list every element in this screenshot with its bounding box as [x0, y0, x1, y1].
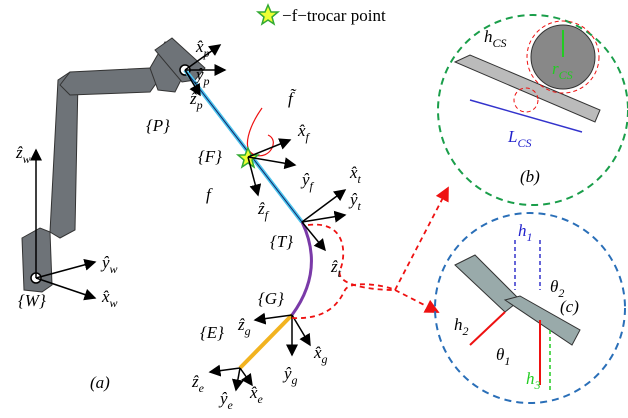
label: h2: [454, 315, 469, 338]
label: ŷw: [100, 253, 118, 276]
label: x̂f: [297, 121, 311, 144]
label: h3: [526, 369, 541, 392]
shaft-core: [185, 70, 302, 222]
label: x̂g: [313, 343, 328, 366]
label-sub: 1: [527, 230, 533, 244]
label: ẑf: [257, 199, 270, 222]
connector: [292, 188, 448, 318]
label-base: (b): [520, 167, 540, 186]
label-sub: 3: [534, 378, 541, 392]
label: {P}: [146, 116, 170, 135]
label: {F}: [198, 147, 222, 166]
label-sub: w: [110, 296, 118, 310]
label-sub: w: [23, 152, 31, 166]
label: x̂t: [349, 163, 362, 186]
label-base: h: [526, 369, 535, 388]
label: h1: [518, 221, 533, 244]
label: (a): [90, 373, 110, 392]
label-sub: CS: [559, 68, 573, 82]
label-base: θ: [496, 345, 504, 364]
label-sub: f: [265, 208, 270, 222]
label: {E}: [200, 323, 224, 342]
label-base: {F}: [198, 147, 222, 166]
label-sub: 1: [504, 354, 510, 368]
label: ẑe: [191, 372, 205, 395]
label-sub: e: [228, 398, 234, 412]
label-base: {E}: [200, 323, 224, 342]
label-sub: t: [358, 199, 362, 213]
label-base: f̃: [288, 89, 297, 108]
label: {T}: [270, 232, 293, 251]
label-sub: e: [258, 392, 264, 406]
label-base: {G}: [258, 289, 284, 308]
label-base: ŷ: [348, 190, 358, 209]
label-base: ŷ: [194, 65, 204, 84]
label-sub: f: [306, 130, 311, 144]
label-base: ŷ: [300, 170, 310, 189]
label-sub: g: [245, 324, 251, 338]
label-sub: p: [203, 74, 210, 88]
label: hCS: [484, 27, 507, 50]
label: x̂w: [101, 287, 118, 310]
label-sub: CS: [517, 136, 531, 150]
label-base: θ: [550, 277, 558, 296]
figure: −f−trocar point: [0, 0, 628, 418]
label-sub: 2: [558, 286, 564, 300]
label-base: L: [507, 127, 517, 146]
label: x̂e: [249, 383, 264, 406]
label: x̂p: [195, 37, 210, 60]
legend-star: [258, 5, 278, 24]
label: f: [206, 185, 213, 204]
label: LCS: [507, 127, 531, 150]
label: f̃: [288, 89, 297, 108]
label: ŷt: [348, 190, 362, 213]
label: θ1: [496, 345, 510, 368]
label: ŷf: [300, 170, 315, 193]
label-base: (a): [90, 373, 110, 392]
label: ẑw: [15, 143, 31, 166]
label-base: ŷ: [100, 253, 110, 272]
label: ẑt: [330, 257, 342, 280]
label-base: {P}: [146, 116, 170, 135]
label-sub: f: [310, 179, 315, 193]
end-effector: [240, 315, 292, 368]
label-sub: p: [196, 98, 203, 112]
label-base: h: [518, 221, 527, 240]
label: {G}: [258, 289, 284, 308]
label: ŷe: [218, 389, 234, 412]
bending-section: [292, 222, 311, 315]
label-sub: p: [203, 46, 210, 60]
label-base: h: [484, 27, 493, 46]
label-sub: e: [199, 381, 205, 395]
label-base: h: [454, 315, 463, 334]
label-base: {W}: [18, 291, 46, 310]
label-base: ŷ: [218, 389, 228, 408]
label-base: {T}: [270, 232, 293, 251]
legend-text: −f−trocar point: [282, 6, 386, 25]
label-sub: g: [322, 352, 328, 366]
tool-b: [455, 21, 600, 132]
label: θ2: [550, 277, 564, 300]
label: ẑg: [237, 315, 251, 338]
label: {W}: [18, 291, 46, 310]
label: ŷg: [282, 364, 298, 387]
label-base: f: [206, 185, 213, 204]
label-sub: w: [110, 262, 118, 276]
label: (b): [520, 167, 540, 186]
label-sub: g: [292, 373, 298, 387]
label-sub: 2: [463, 324, 469, 338]
robot-arm: [22, 38, 205, 292]
label-base: ŷ: [282, 364, 292, 383]
label-sub: CS: [493, 36, 507, 50]
label-sub: t: [358, 172, 362, 186]
